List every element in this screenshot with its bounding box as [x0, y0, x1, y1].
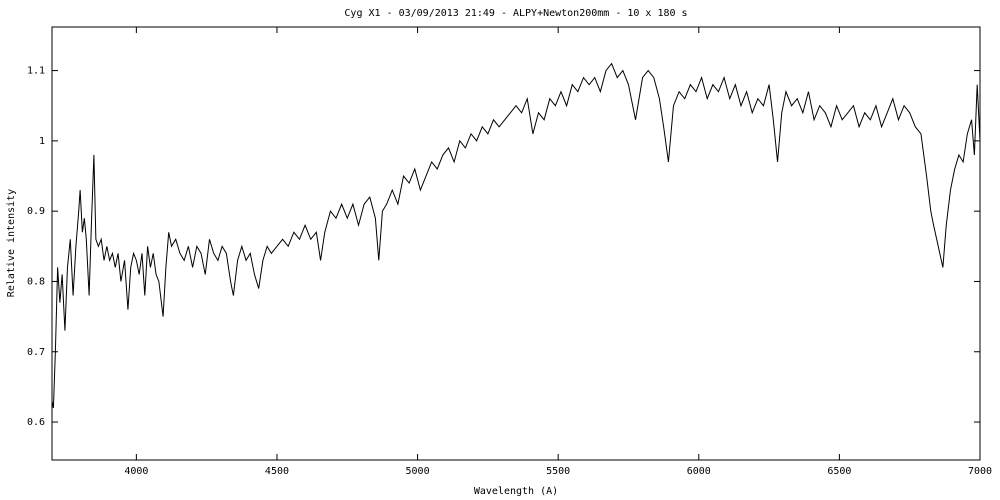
- y-tick-label: 0.9: [27, 206, 45, 217]
- y-tick-label: 0.8: [27, 276, 45, 287]
- x-tick-label: 6000: [687, 466, 711, 477]
- y-tick-label: 1: [39, 136, 45, 147]
- chart-title: Cyg X1 - 03/09/2013 21:49 - ALPY+Newton2…: [344, 8, 687, 19]
- y-tick-label: 1.1: [27, 66, 45, 77]
- x-tick-label: 4500: [265, 466, 289, 477]
- x-tick-label: 7000: [968, 466, 992, 477]
- x-tick-label: 6500: [827, 466, 851, 477]
- x-tick-label: 5500: [546, 466, 570, 477]
- y-tick-label: 0.6: [27, 417, 45, 428]
- y-tick-label: 0.7: [27, 347, 45, 358]
- y-axis-label: Relative intensity: [6, 189, 17, 297]
- plot-frame: [51, 26, 981, 461]
- x-tick-label: 4000: [124, 466, 148, 477]
- x-axis-label: Wavelength (A): [474, 486, 558, 497]
- spectrum-line: [51, 62, 981, 409]
- x-tick-label: 5000: [406, 466, 430, 477]
